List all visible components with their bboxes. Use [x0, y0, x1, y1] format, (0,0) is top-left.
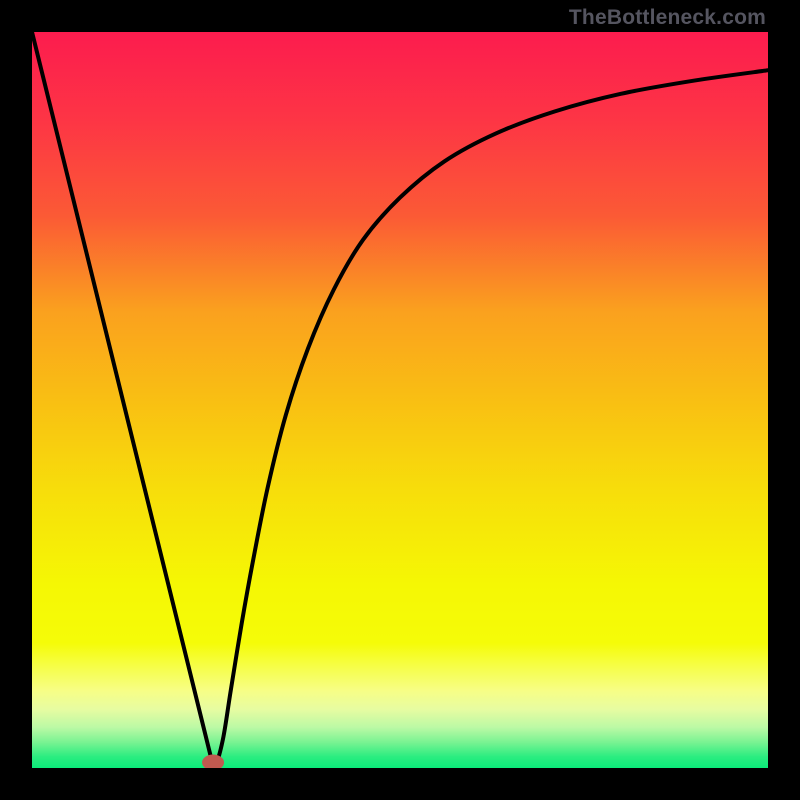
gradient-background — [32, 32, 768, 768]
chart-frame: TheBottleneck.com — [0, 0, 800, 800]
watermark-text: TheBottleneck.com — [569, 6, 766, 30]
